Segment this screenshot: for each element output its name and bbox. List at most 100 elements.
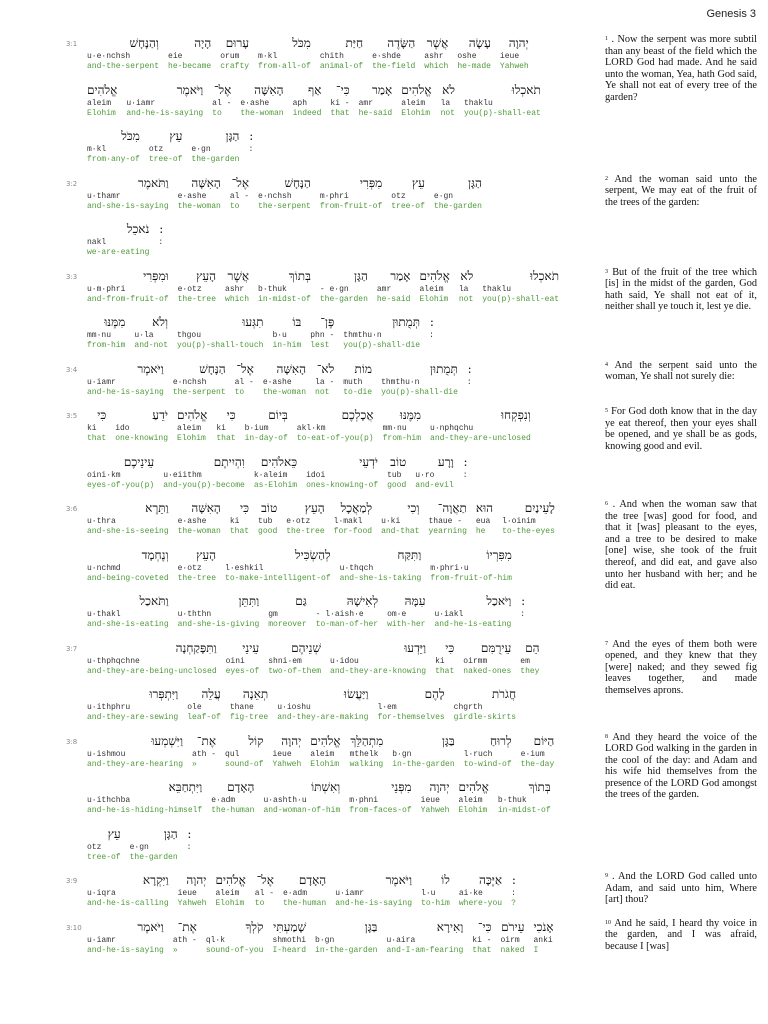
english-gloss: the-woman	[177, 527, 221, 536]
english-gloss: good	[258, 527, 278, 536]
transliteration: thmthu·n	[343, 331, 382, 340]
hebrew-word: :	[429, 315, 434, 329]
transliteration: ieue	[177, 889, 197, 898]
english-gloss: from-him	[382, 434, 422, 443]
transliteration: aleim	[215, 889, 240, 898]
english-gloss: which	[424, 62, 449, 71]
transliteration: b·gn	[392, 749, 412, 759]
english-gloss: Elohim	[177, 434, 206, 443]
transliteration: l·makl	[333, 517, 363, 526]
english-gloss: to-man-of-her	[315, 620, 379, 629]
verse: 3:3 וּמִפְּרִי u·m·phri and-from-fruit-of הָ…	[66, 269, 596, 362]
word: עֵירֹם oirm naked	[500, 920, 524, 967]
transliteration: :	[186, 842, 192, 852]
english-gloss: that	[229, 527, 250, 536]
english-gloss: and-he-is-eating	[434, 620, 512, 629]
word: אֲשֶׁר ashr which	[424, 36, 448, 83]
transliteration: - e·gn	[319, 284, 349, 294]
word: עֵינֵי oini eyes-of	[226, 641, 260, 688]
word: עָרוּם orum crafty	[220, 36, 249, 83]
hebrew-word: תְּמֻתוּן	[429, 361, 458, 376]
transliteration: e·ashe	[240, 98, 270, 108]
transliteration: otz	[148, 145, 164, 154]
word: וִהְיִיתֶם u·eiithm and-you(p)-become	[163, 455, 245, 502]
note-text: And the eyes of them both were opened, a…	[605, 638, 757, 696]
word-row: וַתֹּאמֶר u·thamr and-she-is-saying הָאִשָּ…	[66, 176, 596, 223]
transliteration: aph	[292, 98, 307, 108]
hebrew-word: תַאֲוָה־	[437, 501, 467, 515]
word: קֹלְךָ ql·k sound-of-you	[206, 920, 264, 967]
hebrew-word: הַגָּן	[353, 268, 368, 283]
hebrew-word: אֲכָלְכֶם	[341, 408, 374, 422]
word: הָעֵץ e·otz the-tree	[178, 548, 216, 595]
hebrew-word: וַיִּשְׁמְעוּ	[151, 733, 184, 748]
hebrew-word: וַיִּקְרָא	[142, 873, 169, 887]
transliteration: ki -	[472, 935, 492, 945]
english-gloss: »	[172, 945, 178, 955]
english-gloss: naked	[500, 945, 525, 955]
english-gloss: as-Elohim	[253, 480, 298, 490]
english-gloss: and-woman-of-him	[263, 806, 341, 815]
transliteration: u·eiithm	[163, 470, 202, 480]
word: הַנָּחָשׁ e·nchsh the-serpent	[173, 362, 226, 409]
note-number: 4	[605, 361, 608, 368]
word: כִּי־ ki - that	[472, 920, 491, 967]
english-gloss: and-not	[134, 341, 169, 350]
hebrew-word: הוּא	[475, 501, 494, 515]
english-gloss: from·all-of	[258, 62, 311, 71]
hebrew-word: שָׁמַעְתִּי	[273, 919, 307, 934]
word: מִתְהַלֵּךְ mthelk walking	[350, 734, 384, 781]
transliteration: ki	[87, 424, 97, 433]
word: וְכִי u·ki and-that	[381, 501, 419, 548]
english-gloss: and-they-are-sewing	[87, 713, 179, 722]
word: וַיֵּדְעוּ u·idou and-they-are-knowing	[330, 641, 426, 688]
english-gloss: Elohim	[419, 294, 449, 304]
transliteration: u·ioshu	[277, 703, 311, 712]
english-gloss: the-garden	[433, 201, 482, 211]
word: וַיֹּאמֶר u·iamr and-he-is-saying	[87, 362, 164, 409]
english-gloss: he-said	[376, 294, 411, 304]
transliteration: u·nchmd	[87, 563, 121, 573]
transliteration: aleim	[310, 749, 335, 759]
hebrew-word: :	[187, 826, 192, 841]
english-gloss: Yahweh	[499, 62, 529, 71]
english-gloss: ones-knowing-of	[306, 480, 379, 490]
transliteration: om·e	[387, 610, 407, 619]
transliteration: u·thakl	[87, 610, 121, 619]
english-gloss: and-he-is-saying	[335, 899, 413, 908]
transliteration: e·otz	[177, 563, 202, 573]
transliteration: em	[520, 656, 530, 666]
word: ::	[467, 362, 472, 409]
english-gloss: in-the-garden	[315, 945, 378, 955]
transliteration: aleim	[458, 796, 483, 805]
word: וַיֹּאמֶר u·iamr and-he-is-saying	[335, 873, 412, 920]
kjv-note: 1 . Now the serpent was more subtil than…	[605, 34, 757, 104]
transliteration: e·adm	[211, 796, 236, 805]
hebrew-word: וְהַנָּחָשׁ	[129, 36, 160, 50]
verse-ref: 3:7	[66, 644, 78, 653]
note-number: 6	[605, 501, 608, 507]
english-gloss: leaf-of	[187, 713, 221, 722]
word-row: וַתִּפָּקַחְנָה u·thphqchne and-they-are-b…	[66, 641, 596, 688]
word: הָאָדָם e·adm the-human	[283, 873, 326, 920]
english-gloss: you(p)-shall-eat	[482, 294, 560, 304]
transliteration: l·eshkil	[225, 563, 264, 573]
word: לֹא la not	[459, 269, 473, 316]
english-gloss: he-became	[168, 62, 212, 71]
english-gloss: not	[440, 108, 455, 118]
transliteration: b·ium	[244, 424, 269, 433]
word-row: וַיִּקְרָא u·iqra and-he-is-calling יְהוָה i…	[66, 873, 596, 920]
transliteration: thgou	[177, 331, 202, 340]
hebrew-word: חַיַּת	[345, 36, 364, 50]
word: וַיִּקְרָא u·iqra and-he-is-calling	[87, 873, 169, 920]
hebrew-word: הָאָדָם	[298, 873, 327, 887]
word: אָנֹכִי anki I	[534, 920, 554, 967]
transliteration: u·thamr	[87, 191, 121, 201]
english-gloss: moreover	[268, 620, 307, 629]
word: מִמֶּנּוּ mm·nu from-him	[87, 315, 125, 362]
hebrew-word: וַיַּעֲשׂוּ	[343, 687, 369, 701]
transliteration: m·phri	[319, 191, 349, 201]
word: אֲשֶׁר ashr which	[225, 269, 249, 316]
english-gloss: ?	[511, 899, 516, 908]
